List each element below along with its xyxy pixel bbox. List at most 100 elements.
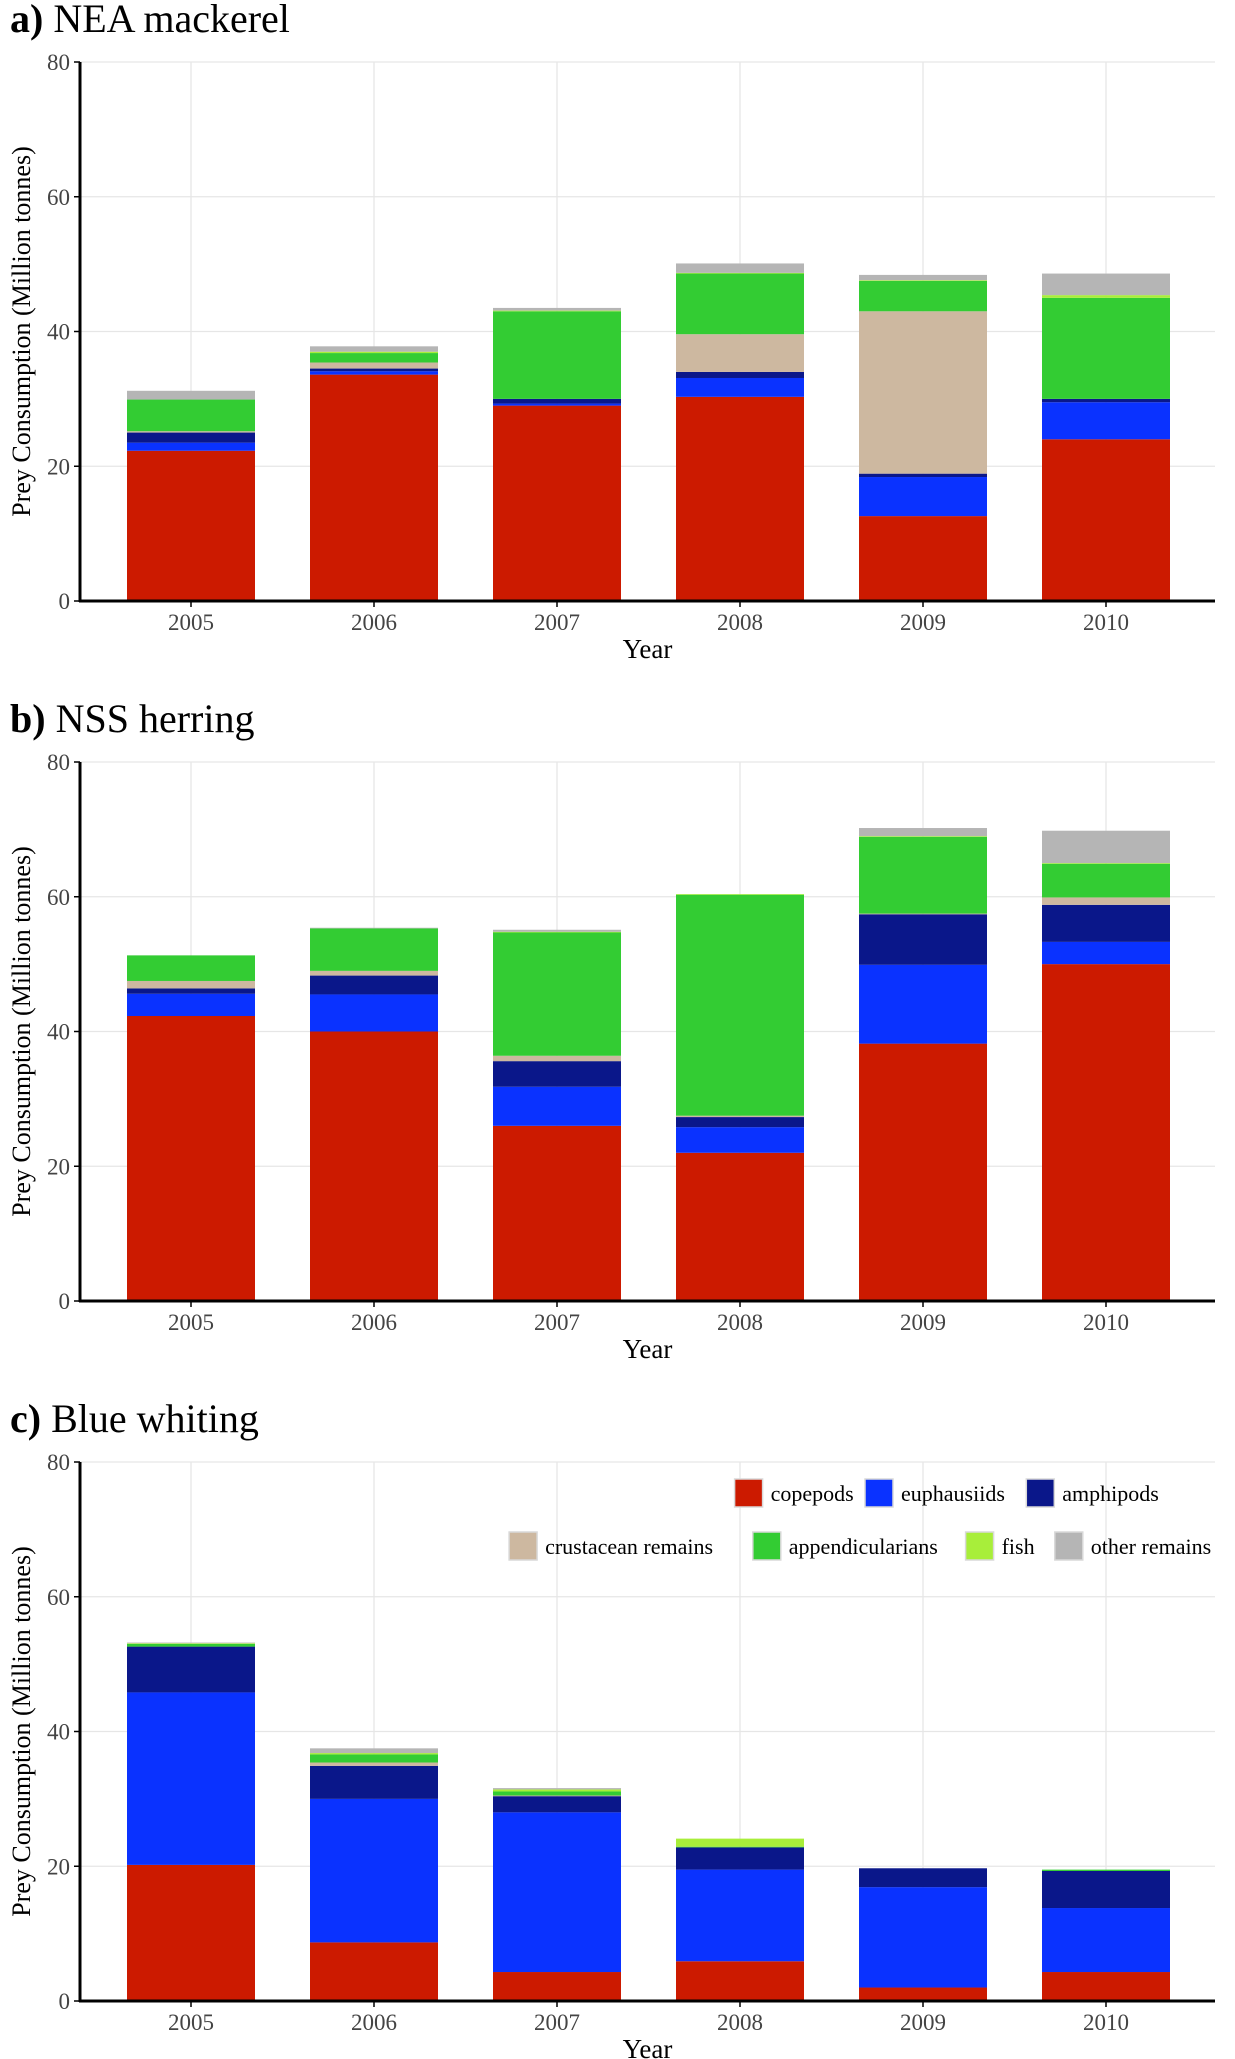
- y-tick-label: 80: [47, 50, 70, 75]
- bar-segment: [1042, 398, 1170, 403]
- bar-segment: [493, 932, 621, 1056]
- x-tick-label: 2007: [534, 1310, 580, 1335]
- bar-segment: [310, 353, 438, 363]
- y-tick-label: 0: [59, 1989, 71, 2014]
- bar-segment: [1042, 897, 1170, 905]
- bar-segment: [493, 403, 621, 406]
- x-tick-label: 2010: [1083, 610, 1129, 635]
- y-tick-label: 20: [47, 1154, 70, 1179]
- bar-segment: [493, 1791, 621, 1796]
- legend-item: appendicularians: [752, 1531, 938, 1561]
- x-tick-label: 2006: [351, 2010, 397, 2035]
- bar-segment: [676, 272, 804, 274]
- bar-segment: [127, 1692, 255, 1865]
- panel-label: a): [10, 0, 43, 41]
- legend-item: copepods: [733, 1478, 854, 1508]
- x-tick-label: 2009: [900, 2010, 946, 2035]
- legend-item: other remains: [1054, 1531, 1211, 1561]
- bar-segment: [859, 280, 987, 312]
- bar-segment: [310, 1798, 438, 1943]
- bar-segment: [1042, 904, 1170, 942]
- bar-segment: [1042, 297, 1170, 399]
- bar-segment: [859, 280, 987, 281]
- bar-segment: [310, 928, 438, 971]
- bar-segment: [493, 931, 621, 933]
- bar-segment: [127, 1646, 255, 1693]
- bar-segment: [310, 374, 438, 601]
- bar-segment: [859, 836, 987, 914]
- bar-segment: [1042, 941, 1170, 965]
- bar-segment: [676, 1838, 804, 1847]
- legend-label: amphipods: [1062, 1481, 1159, 1506]
- x-tick-label: 2007: [534, 610, 580, 635]
- bar-segment: [859, 913, 987, 915]
- legend-item: crustacean remains: [508, 1531, 713, 1561]
- bar-segment: [493, 310, 621, 312]
- bar-segment: [859, 516, 987, 601]
- bar-segment: [676, 371, 804, 378]
- bar-segment: [310, 1942, 438, 2001]
- bar-segment: [493, 1061, 621, 1087]
- y-tick-label: 0: [59, 1289, 71, 1314]
- bar-segment: [127, 431, 255, 433]
- y-tick-label: 40: [47, 1020, 70, 1045]
- bar-segment: [1042, 295, 1170, 298]
- bar-segment: [310, 1748, 438, 1754]
- panel-title-text: NSS herring: [46, 696, 255, 741]
- bar-segment: [310, 975, 438, 995]
- bar-segment: [1042, 863, 1170, 864]
- bar-segment: [859, 964, 987, 1044]
- bar-segment: [676, 273, 804, 335]
- bar-segment: [310, 970, 438, 976]
- legend-swatch: [1025, 1478, 1056, 1508]
- bar-segment: [127, 988, 255, 994]
- bar-segment: [127, 399, 255, 432]
- bar-segment: [493, 1796, 621, 1813]
- bar-segment: [493, 1125, 621, 1301]
- bar-segment: [310, 351, 438, 354]
- y-tick-label: 60: [47, 185, 70, 210]
- y-axis-title: Prey Consumption (Million tonnes): [7, 846, 36, 1217]
- y-axis-title: Prey Consumption (Million tonnes): [7, 146, 36, 517]
- panel-label: b): [10, 696, 46, 741]
- x-tick-label: 2009: [900, 610, 946, 635]
- panel-title: b) NSS herring: [10, 696, 254, 741]
- bar-segment: [676, 894, 804, 1116]
- x-tick-label: 2005: [168, 610, 214, 635]
- y-tick-label: 40: [47, 320, 70, 345]
- bar-segment: [493, 1795, 621, 1797]
- bar-segment: [493, 1788, 621, 1790]
- bar-segment: [127, 450, 255, 601]
- panel-3: c) Blue whiting 0 20 40 60 80 2005 2006 2007 2008…: [7, 1396, 1215, 2059]
- y-tick-label: 60: [47, 885, 70, 910]
- bar-segment: [676, 396, 804, 601]
- y-axis-title: Prey Consumption (Million tonnes): [7, 1546, 36, 1917]
- x-tick-label: 2010: [1083, 1310, 1129, 1335]
- bar-segment: [676, 1127, 804, 1153]
- legend-item: fish: [964, 1531, 1035, 1561]
- bar-segment: [127, 1643, 255, 1647]
- bar-segment: [676, 1869, 804, 1962]
- bar-segment: [493, 405, 621, 601]
- bar-segment: [1042, 1870, 1170, 1909]
- bar-segment: [493, 1789, 621, 1792]
- x-tick-label: 2010: [1083, 2010, 1129, 2035]
- bar-segment: [493, 1972, 621, 2001]
- x-axis-title: Year: [623, 2034, 673, 2059]
- bar-segment: [859, 1868, 987, 1888]
- bar-segment: [676, 1152, 804, 1301]
- bar-segment: [1042, 439, 1170, 601]
- x-tick-label: 2008: [717, 610, 763, 635]
- bar-segment: [1042, 863, 1170, 898]
- panel-2: b) NSS herring 0 20 40 60 80 2005 2006 2007 2008 2…: [7, 696, 1215, 1364]
- bar-segment: [1042, 402, 1170, 440]
- bar-segment: [127, 432, 255, 443]
- bar-segment: [310, 346, 438, 352]
- panel-title-text: NEA mackerel: [43, 0, 290, 41]
- bar-segment: [676, 377, 804, 397]
- legend-swatch: [752, 1531, 782, 1561]
- bar-segment: [859, 311, 987, 474]
- bar-segment: [493, 311, 621, 399]
- bar-segment: [127, 390, 255, 400]
